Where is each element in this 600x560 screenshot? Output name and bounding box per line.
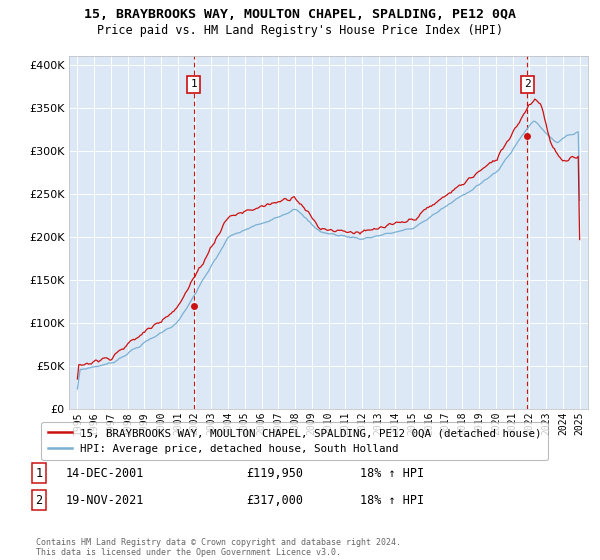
Text: 15, BRAYBROOKS WAY, MOULTON CHAPEL, SPALDING, PE12 0QA: 15, BRAYBROOKS WAY, MOULTON CHAPEL, SPAL… (84, 8, 516, 21)
Text: 18% ↑ HPI: 18% ↑ HPI (360, 466, 424, 480)
Text: £119,950: £119,950 (246, 466, 303, 480)
Text: 18% ↑ HPI: 18% ↑ HPI (360, 493, 424, 507)
Text: 1: 1 (35, 466, 43, 480)
Legend: 15, BRAYBROOKS WAY, MOULTON CHAPEL, SPALDING, PE12 0QA (detached house), HPI: Av: 15, BRAYBROOKS WAY, MOULTON CHAPEL, SPAL… (41, 422, 548, 460)
Text: £317,000: £317,000 (246, 493, 303, 507)
Text: 19-NOV-2021: 19-NOV-2021 (66, 493, 145, 507)
Text: Contains HM Land Registry data © Crown copyright and database right 2024.
This d: Contains HM Land Registry data © Crown c… (36, 538, 401, 557)
Text: 1: 1 (190, 79, 197, 89)
Text: 2: 2 (524, 79, 531, 89)
Text: 14-DEC-2001: 14-DEC-2001 (66, 466, 145, 480)
Text: 2: 2 (35, 493, 43, 507)
Text: Price paid vs. HM Land Registry's House Price Index (HPI): Price paid vs. HM Land Registry's House … (97, 24, 503, 36)
